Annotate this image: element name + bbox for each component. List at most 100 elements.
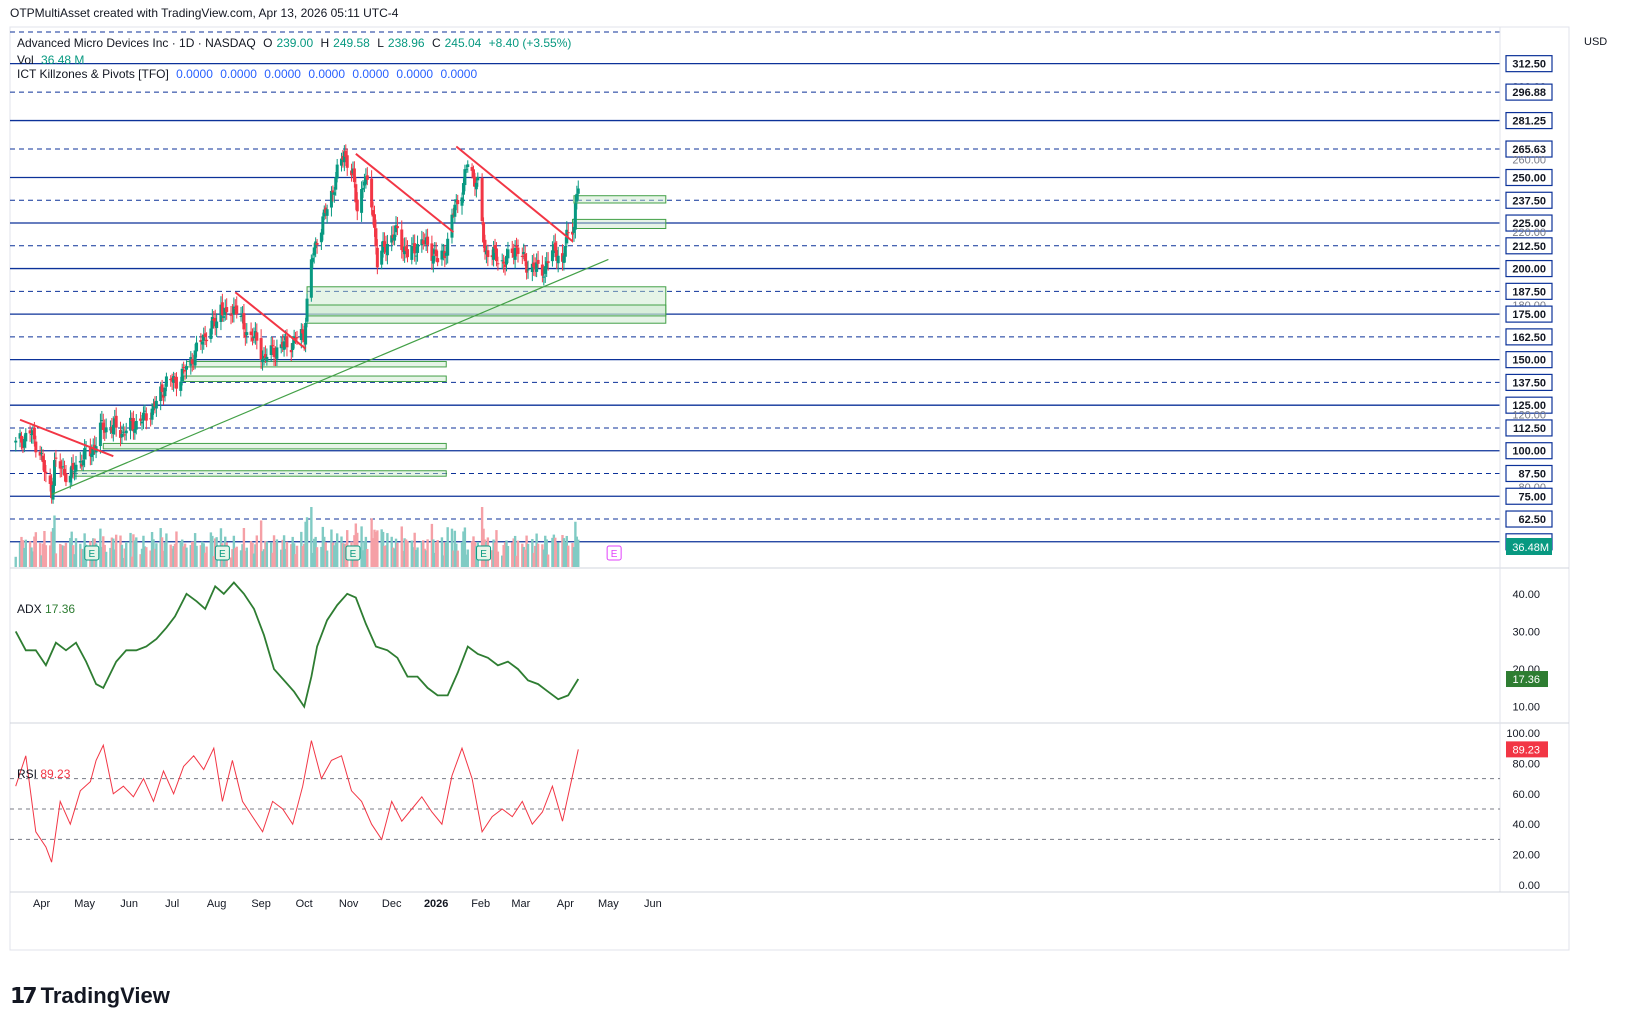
candle-body (526, 269, 530, 271)
volume-bar (445, 541, 448, 567)
volume-bar (401, 550, 405, 567)
volume-bar (150, 532, 154, 567)
volume-bar (14, 556, 17, 567)
rsi-title: RSI (17, 767, 38, 781)
volume-bar (181, 539, 184, 567)
candle-body (305, 298, 309, 322)
candle-body (502, 261, 506, 264)
volume-bar (274, 542, 277, 567)
adx-legend[interactable]: ADX 17.36 (17, 602, 75, 616)
candle-body (390, 235, 394, 243)
volume-bar (21, 540, 25, 567)
candle-body (334, 177, 338, 190)
candle-body (160, 384, 164, 392)
volume-bar (542, 549, 546, 567)
volume-bar (242, 527, 246, 567)
symbol-legend[interactable]: Advanced Micro Devices Inc · 1D · NASDAQ… (17, 36, 575, 50)
indicator-value: 0.0000 (176, 67, 213, 81)
candle-body (28, 430, 32, 434)
ohlc-high-label: H (320, 36, 330, 50)
candle-body (141, 412, 145, 421)
volume-bar (436, 539, 439, 567)
price-axis-box (1505, 237, 1553, 255)
volume-bar (335, 533, 339, 567)
candle-body (232, 306, 236, 315)
volume-bar (40, 555, 43, 567)
candle-body (453, 204, 457, 217)
volume-bar (99, 528, 102, 567)
volume-bar (462, 531, 465, 567)
tradingview-logo[interactable]: 𝟭𝟳 TradingView (10, 983, 170, 1009)
indicator-legend[interactable]: ICT Killzones & Pivots [TFO] 0.0000 0.00… (17, 67, 481, 81)
price-axis-label: 100.00 (1512, 446, 1546, 458)
candle-body (271, 345, 275, 347)
candle-body (183, 369, 187, 372)
volume-bar (193, 533, 197, 567)
volume-bar (291, 536, 294, 567)
candle-body (470, 167, 474, 171)
indicator-value: 0.0000 (308, 67, 346, 81)
volume-bar (179, 541, 182, 567)
adx-title: ADX (17, 602, 42, 616)
volume-bar (69, 538, 72, 567)
volume-bar (422, 540, 425, 567)
adx-axis-label: 10.00 (1512, 702, 1540, 714)
volume-bar (545, 539, 548, 567)
candle-body (78, 460, 82, 463)
candle-body (344, 150, 348, 157)
support-zone (573, 195, 667, 204)
candle-body (542, 276, 546, 278)
price-axis-label: 220.00 (1512, 227, 1546, 239)
rsi-legend[interactable]: RSI 89.23 (17, 767, 70, 781)
rsi-value-box (1506, 741, 1548, 758)
candle-body (354, 184, 358, 203)
volume-bar (38, 543, 42, 567)
candle-body (83, 448, 87, 460)
volume-bar (285, 541, 289, 567)
volume-bar (535, 533, 538, 567)
candle-body (400, 229, 404, 251)
candle-body (61, 466, 65, 468)
candle-body (220, 302, 224, 316)
price-axis-label: 265.63 (1512, 144, 1546, 156)
candle-body (272, 347, 276, 357)
earnings-label: E (480, 549, 487, 560)
volume-bar (282, 535, 286, 567)
candle-body (40, 452, 44, 454)
candle-body (352, 168, 356, 183)
volume-bar (74, 538, 78, 567)
volume-bar (434, 541, 438, 567)
candle-body (202, 334, 206, 341)
volume-bar (175, 531, 178, 567)
candle-body (193, 350, 197, 366)
volume-legend[interactable]: Vol 36.48 M (17, 53, 88, 67)
volume-bar (275, 539, 279, 567)
rsi-axis-label: 40.00 (1512, 819, 1540, 831)
volume-bar (231, 549, 234, 567)
volume-bar (251, 543, 254, 567)
candle-body (209, 328, 213, 339)
currency-label[interactable]: USD (1584, 36, 1608, 48)
price-axis-box (1505, 282, 1553, 300)
volume-bar (412, 547, 415, 567)
price-axis-box (1505, 373, 1553, 392)
candle-body (553, 242, 557, 251)
trendline (51, 258, 609, 495)
candle-body (546, 261, 550, 264)
volume-bar (23, 547, 26, 567)
price-axis-label: 250.00 (1512, 173, 1546, 185)
volume-bar (142, 535, 145, 567)
vol-value: 36.48 M (41, 53, 85, 67)
chart-frame (9, 26, 1570, 951)
candle-body (522, 252, 526, 255)
volume-bar (496, 551, 500, 567)
earnings-marker (214, 545, 230, 561)
candle-body (64, 473, 68, 483)
volume-bar (360, 526, 363, 567)
price-axis-box (1505, 83, 1553, 101)
volume-bar (132, 534, 135, 567)
volume-bar (373, 529, 376, 567)
candle-body (513, 248, 517, 260)
volume-bar (480, 507, 484, 567)
